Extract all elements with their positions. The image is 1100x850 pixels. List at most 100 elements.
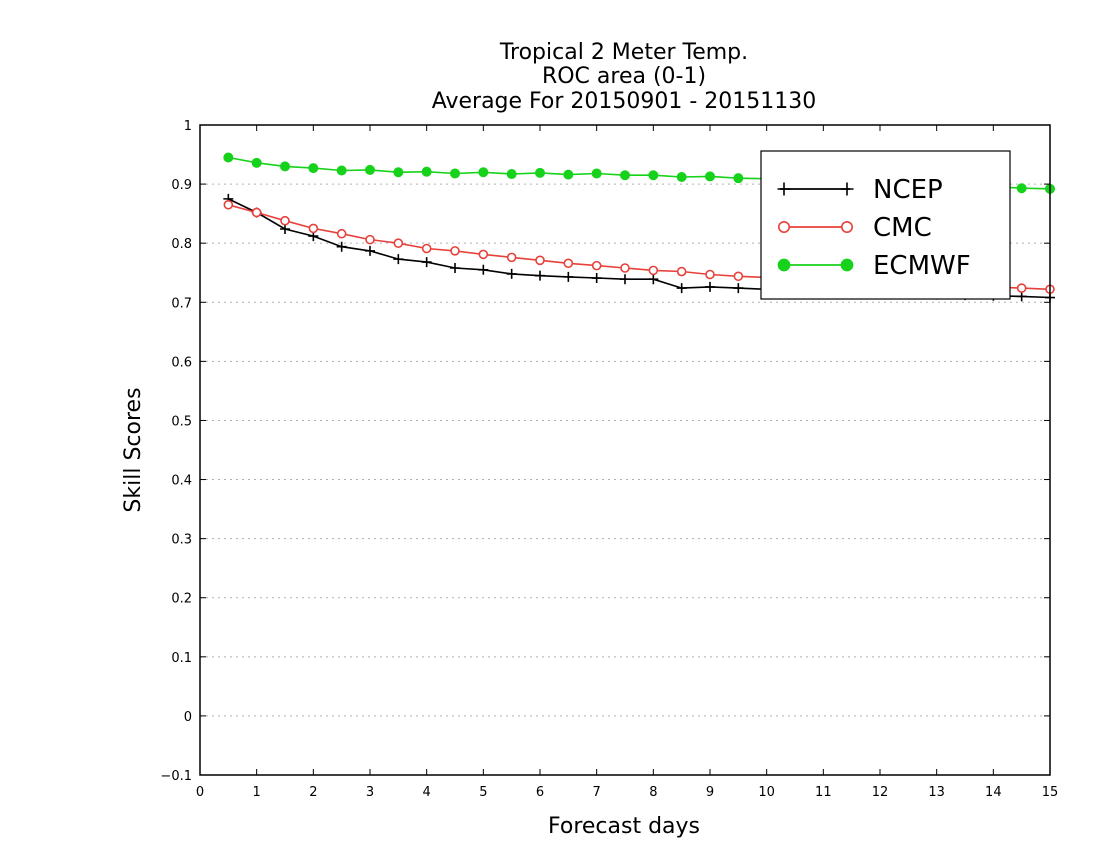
plot-frame (199, 124, 1051, 776)
data-point-ecmwf-0 (223, 152, 234, 163)
data-point-ecmwf-18 (733, 173, 744, 184)
y-tick-label-9: 0.8 (171, 237, 192, 252)
data-point-cmc-9 (478, 249, 489, 260)
data-point-ecmwf-3 (308, 163, 319, 174)
data-point-ncep-17 (705, 281, 715, 292)
legend-marker-start-ecmwf (777, 258, 791, 272)
data-point-ncep-4 (336, 241, 347, 252)
legend-label-ncep: NCEP (873, 175, 943, 205)
data-point-ecmwf-14 (620, 170, 630, 181)
legend-marker-start-ncep (777, 182, 791, 196)
data-point-ncep-16 (676, 283, 687, 294)
x-tick-label-10: 10 (758, 785, 775, 800)
x-tick-label-15: 15 (1042, 785, 1059, 800)
data-point-cmc-10 (506, 252, 517, 263)
legend-label-ecmwf: ECMWF (873, 251, 971, 281)
legend-item-ecmwf: ECMWF (777, 251, 971, 281)
data-point-cmc-2 (280, 215, 290, 226)
data-point-ncep-7 (421, 257, 432, 268)
chart-title: Tropical 2 Meter Temp. ROC area (0-1) Av… (432, 40, 817, 114)
data-point-ecmwf-1 (251, 157, 262, 168)
data-point-cmc-1 (251, 207, 262, 218)
data-point-ecmwf-5 (365, 164, 375, 175)
x-tick-label-11: 11 (815, 785, 832, 800)
data-point-cmc-17 (705, 269, 715, 280)
x-tick-label-8: 8 (649, 785, 657, 800)
data-point-cmc-8 (450, 246, 460, 256)
legend-item-ncep: NCEP (777, 175, 943, 205)
x-tick-label-12: 12 (872, 785, 889, 800)
chart-title-line-3: Average For 20150901 - 20151130 (432, 89, 817, 114)
y-axis-label: Skill Scores (121, 387, 146, 512)
x-axis-label: Forecast days (548, 814, 700, 839)
data-point-ncep-2 (280, 224, 290, 234)
data-point-cmc-14 (620, 263, 630, 273)
x-tick-label-9: 9 (706, 785, 714, 800)
x-tick-label-13: 13 (928, 785, 945, 800)
data-point-cmc-4 (336, 228, 347, 239)
data-point-cmc-6 (393, 238, 404, 248)
y-tick-label-3: 0.2 (171, 592, 192, 607)
data-point-ncep-28 (1016, 291, 1027, 302)
y-axis-ticks: −0.1 0 0.1 0.2 0.3 0.4 0.5 0.6 0.7 0.8 0.9 1 (160, 119, 1050, 784)
y-tick-label-0: −0.1 (160, 769, 192, 784)
data-point-ncep-11 (535, 270, 545, 281)
legend-marker-end-cmc (840, 221, 853, 234)
chart-title-line-1: Tropical 2 Meter Temp. (499, 40, 748, 65)
data-point-ecmwf-4 (336, 165, 347, 176)
y-tick-label-8: 0.7 (171, 296, 192, 311)
data-point-ncep-13 (591, 273, 602, 284)
data-point-ecmwf-7 (421, 166, 432, 177)
data-point-ecmwf-28 (1016, 183, 1027, 194)
data-point-cmc-11 (535, 255, 545, 266)
data-point-ncep-18 (733, 283, 744, 294)
x-tick-label-3: 3 (366, 785, 374, 800)
data-point-cmc-18 (733, 271, 744, 282)
y-tick-label-6: 0.5 (171, 414, 192, 429)
y-tick-label-5: 0.4 (171, 474, 192, 489)
legend-marker-end-ecmwf (840, 258, 854, 272)
data-point-ncep-6 (393, 254, 404, 265)
data-point-ecmwf-6 (393, 167, 404, 178)
legend-item-cmc: CMC (777, 213, 932, 243)
data-point-ncep-15 (648, 274, 659, 285)
data-point-ecmwf-13 (591, 168, 602, 179)
data-point-cmc-7 (421, 243, 432, 254)
data-point-ncep-12 (563, 271, 574, 282)
data-point-cmc-0 (223, 199, 234, 210)
data-point-ecmwf-16 (676, 172, 687, 182)
legend-marker-end-ncep (840, 182, 854, 196)
data-point-cmc-13 (591, 260, 602, 271)
y-tick-label-1: 0 (184, 710, 192, 725)
data-point-ncep-10 (506, 268, 517, 279)
x-tick-label-14: 14 (985, 785, 1002, 800)
data-point-ecmwf-8 (450, 168, 460, 179)
data-point-ncep-5 (365, 245, 375, 256)
x-tick-label-0: 0 (196, 785, 204, 800)
data-point-ecmwf-12 (563, 169, 574, 180)
data-point-ecmwf-10 (506, 169, 517, 180)
x-tick-label-7: 7 (593, 785, 601, 800)
chart-title-line-2: ROC area (0-1) (542, 64, 706, 89)
legend-box (760, 150, 1011, 300)
x-axis-ticks: 0 1 2 3 4 5 6 7 8 9 10 11 12 13 14 15 (196, 125, 1058, 800)
x-tick-label-1: 1 (253, 785, 261, 800)
data-point-cmc-3 (308, 223, 319, 234)
data-point-ecmwf-9 (478, 167, 489, 178)
data-point-ecmwf-11 (535, 167, 545, 178)
y-tick-label-11: 1 (184, 119, 192, 134)
data-point-cmc-12 (563, 258, 574, 269)
data-point-ncep-8 (450, 263, 460, 273)
legend: NCEP CMC ECMWF (760, 150, 1011, 300)
legend-marker-start-cmc (777, 221, 790, 234)
y-tick-label-7: 0.6 (171, 355, 192, 370)
legend-label-cmc: CMC (873, 213, 932, 243)
x-tick-label-2: 2 (309, 785, 317, 800)
data-point-cmc-28 (1016, 283, 1027, 293)
data-point-ncep-14 (620, 274, 630, 285)
data-point-cmc-15 (648, 265, 659, 276)
x-tick-label-5: 5 (479, 785, 487, 800)
x-tick-label-6: 6 (536, 785, 544, 800)
